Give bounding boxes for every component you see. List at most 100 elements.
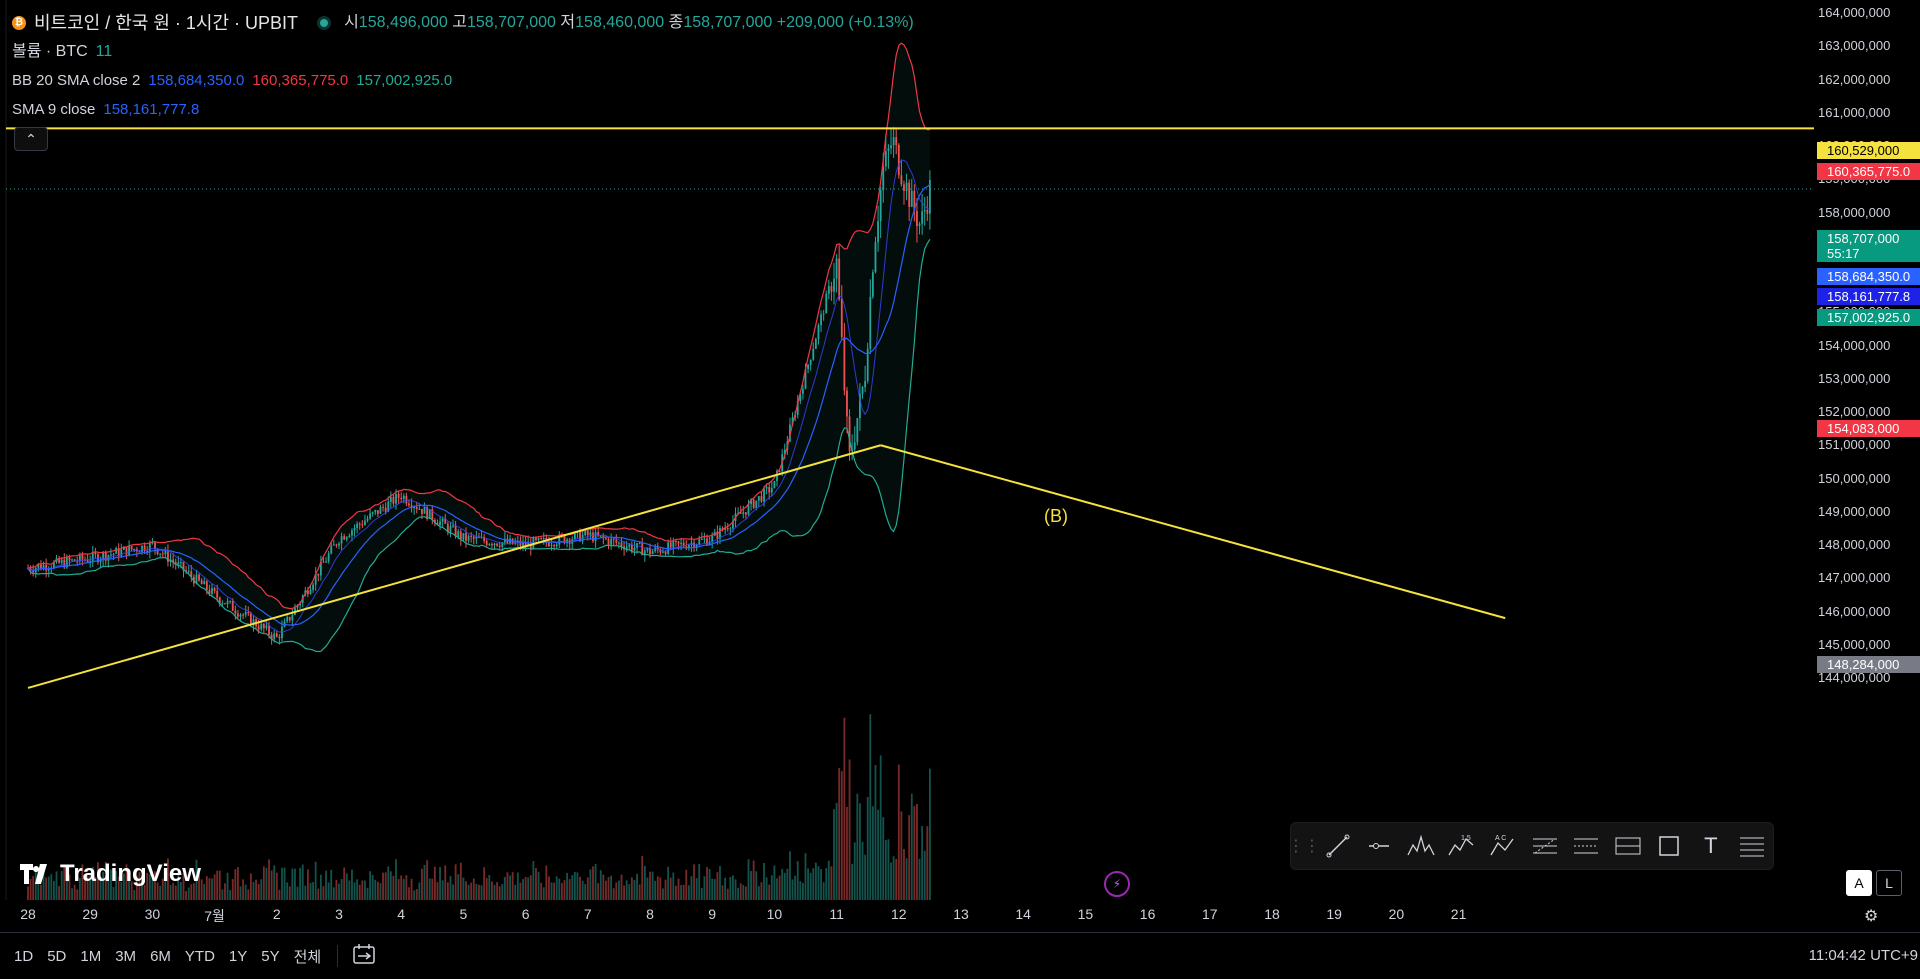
horizontal-ray-icon[interactable] <box>1358 823 1399 869</box>
volume-bar <box>322 886 325 900</box>
trend-line-icon[interactable] <box>1317 823 1358 869</box>
volume-bar <box>846 806 848 900</box>
timeframe-button[interactable]: 전체 <box>293 948 322 966</box>
symbol-title[interactable]: 비트코인 / 한국 원 · 1시간 · UPBIT <box>34 12 299 33</box>
candle-body <box>86 559 89 562</box>
volume-bar <box>304 885 307 900</box>
volume-bar <box>553 882 556 900</box>
volume-bar <box>97 862 99 900</box>
candle-body <box>151 542 154 544</box>
candle-body <box>32 570 35 573</box>
date-range-icon[interactable] <box>352 943 376 970</box>
candle-body <box>620 542 623 547</box>
candle-body <box>452 525 454 527</box>
candle-body <box>739 512 742 514</box>
clock-display[interactable]: 11:04:42 UTC+9 <box>1808 947 1918 964</box>
candle-body <box>182 562 185 571</box>
candle-body <box>58 558 61 563</box>
candle-body <box>224 603 226 605</box>
candle-body <box>527 542 530 547</box>
parallel-channel-icon[interactable] <box>1566 823 1607 869</box>
timeframe-button[interactable]: 3M <box>115 947 137 965</box>
candlestick-series <box>27 127 931 645</box>
candle-body <box>335 544 338 546</box>
timeframe-button[interactable]: 1M <box>80 947 102 965</box>
price-tick-label: 164,000,000 <box>1818 5 1891 20</box>
candle-body <box>903 184 905 191</box>
volume-bar <box>747 859 750 900</box>
volume-bar <box>496 882 498 900</box>
volume-bar <box>763 862 765 900</box>
candle-body <box>53 562 55 569</box>
trend-line-descending[interactable] <box>880 444 1506 620</box>
trend-line-ascending[interactable] <box>27 444 881 689</box>
volume-bar <box>50 874 53 900</box>
volume-indicator-label[interactable]: 볼륨 · BTC <box>12 42 88 60</box>
volume-bar <box>439 867 441 900</box>
chevron-up-icon[interactable]: ⌃ <box>14 127 48 151</box>
elliott-wave-icon[interactable]: 1 5 <box>1441 823 1482 869</box>
volume-bar <box>332 887 335 900</box>
volume-bar <box>161 878 164 900</box>
candle-body <box>776 470 778 482</box>
volume-bar <box>371 874 374 900</box>
timeframe-button[interactable]: 5D <box>47 947 67 965</box>
timeframe-button[interactable]: 1D <box>14 947 34 965</box>
volume-bar <box>252 881 255 900</box>
timeframe-button[interactable]: 6M <box>150 947 171 965</box>
volume-bar <box>125 864 128 900</box>
candle-body <box>234 610 237 614</box>
volume-bar <box>192 883 195 900</box>
volume-bar <box>198 873 200 900</box>
settings-icon[interactable]: ⚙ <box>1864 908 1879 925</box>
volume-bar <box>270 870 273 900</box>
volume-bar <box>224 883 226 900</box>
abcd-pattern-icon[interactable]: A C <box>1483 823 1524 869</box>
candle-body <box>421 508 423 514</box>
more-tools-icon[interactable] <box>1732 823 1773 869</box>
wave-label-b[interactable]: (B) <box>1044 506 1068 526</box>
candle-body <box>812 348 815 360</box>
rectangle-icon[interactable] <box>1649 823 1690 869</box>
head-shoulders-icon[interactable] <box>1400 823 1441 869</box>
volume-bar <box>726 888 729 900</box>
candle-body <box>216 591 219 598</box>
volume-bar <box>374 879 377 900</box>
volume-bar <box>286 882 289 900</box>
price-tag: 157,002,925.0 <box>1817 309 1920 326</box>
time-tick-label: 16 <box>1139 906 1156 922</box>
tradingview-logo[interactable]: TradingView <box>20 860 201 888</box>
candle-body <box>799 393 802 402</box>
fib-retracement-icon[interactable] <box>1524 823 1565 869</box>
volume-bar <box>677 878 680 900</box>
candle-body <box>211 588 213 594</box>
regression-channel-icon[interactable] <box>1607 823 1648 869</box>
auto-scale-button[interactable]: A <box>1846 870 1872 896</box>
tradingview-logo-icon <box>20 864 47 884</box>
volume-bar <box>586 877 589 900</box>
candle-body <box>895 137 898 146</box>
timeframe-button[interactable]: 5Y <box>261 947 280 965</box>
price-tick-label: 161,000,000 <box>1818 104 1891 120</box>
volume-bar <box>306 869 309 900</box>
candle-body <box>366 518 369 521</box>
lightning-icon[interactable]: ⚡ <box>1104 871 1130 897</box>
volume-bar <box>807 868 809 900</box>
volume-bar <box>330 869 333 900</box>
candle-body <box>825 293 828 314</box>
log-scale-button[interactable]: L <box>1876 870 1902 896</box>
drag-handle-icon[interactable]: ⋮⋮ <box>1288 838 1320 855</box>
candle-body <box>190 571 193 577</box>
volume-bar <box>612 888 615 900</box>
text-icon[interactable]: T <box>1704 833 1718 858</box>
volume-bar <box>646 877 649 900</box>
bb-indicator-label[interactable]: BB 20 SMA close 2 <box>12 71 141 89</box>
sma-indicator-label[interactable]: SMA 9 close <box>12 100 96 118</box>
time-tick-label: 19 <box>1326 906 1342 922</box>
timeframe-button[interactable]: 1Y <box>228 947 248 965</box>
volume-bar <box>516 872 519 900</box>
candle-body <box>221 603 224 605</box>
volume-bar <box>135 875 138 900</box>
timeframe-button[interactable]: YTD <box>184 947 215 965</box>
